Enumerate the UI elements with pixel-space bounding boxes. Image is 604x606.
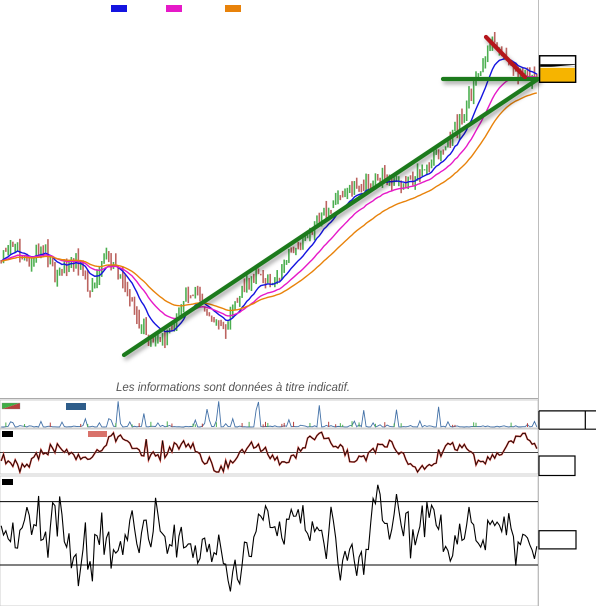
- svg-text:Les informations sont données: Les informations sont données à titre in…: [116, 382, 350, 394]
